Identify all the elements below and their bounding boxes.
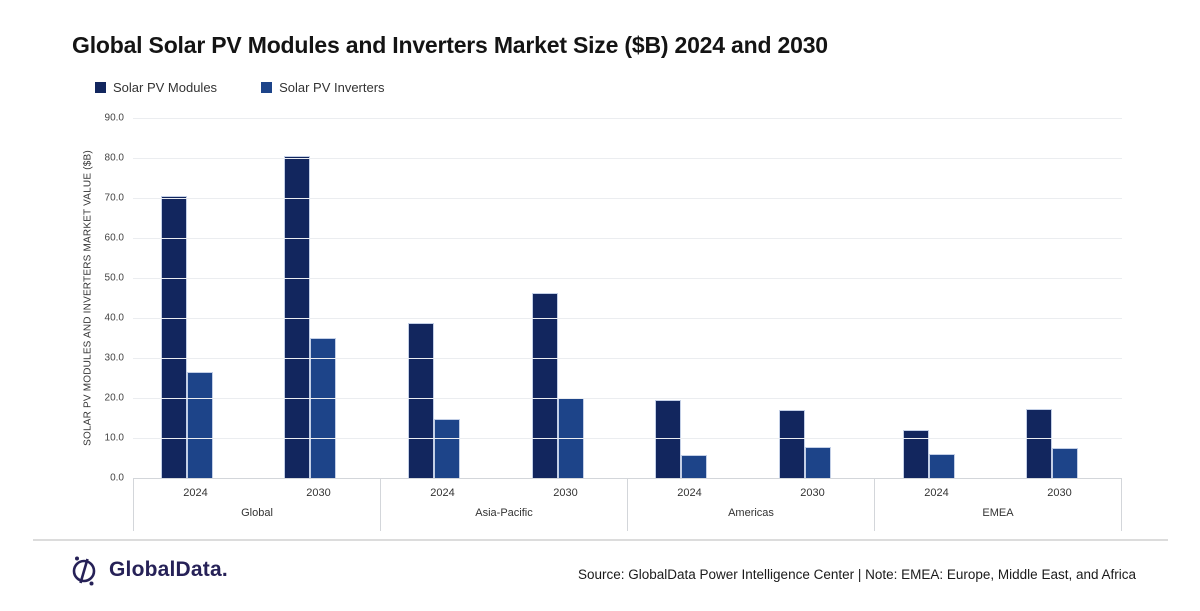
slot-americas-2030 xyxy=(751,118,875,478)
bar-solar-pv-modules-emea-2024 xyxy=(902,429,929,478)
y-tick-30: 30.0 xyxy=(104,352,124,364)
y-axis-title: SOLAR PV MODULES AND INVERTERS MARKET VA… xyxy=(82,150,94,446)
globaldata-logo-icon xyxy=(72,556,96,586)
bar-pair-global-2030 xyxy=(284,155,337,478)
group-americas xyxy=(628,118,875,478)
globaldata-logo: GlobalData. xyxy=(68,554,228,586)
legend-label-inverters: Solar PV Inverters xyxy=(279,80,385,95)
gridline-50 xyxy=(133,278,1122,279)
bar-solar-pv-modules-americas-2030 xyxy=(778,409,805,478)
slot-emea-2030 xyxy=(998,118,1122,478)
x-label-emea-2030: 2030 xyxy=(1047,487,1072,499)
y-tick-60: 60.0 xyxy=(104,232,124,244)
legend-swatch-modules xyxy=(95,82,106,93)
group-label-americas: Americas xyxy=(728,507,774,520)
bar-solar-pv-modules-emea-2030 xyxy=(1026,409,1053,478)
slot-emea-2024 xyxy=(875,118,999,478)
bar-solar-pv-inverters-americas-2024 xyxy=(681,455,708,478)
bar-solar-pv-modules-asia-pacific-2030 xyxy=(531,293,558,478)
footer-divider xyxy=(33,539,1168,541)
source-note: Source: GlobalData Power Intelligence Ce… xyxy=(577,567,1136,582)
slot-global-2030 xyxy=(257,118,381,478)
group-label-asia-pacific: Asia-Pacific xyxy=(475,507,533,520)
bar-solar-pv-inverters-global-2030 xyxy=(310,338,337,478)
y-tick-40: 40.0 xyxy=(104,312,124,324)
year-row-asia-pacific: 2024 2030 xyxy=(381,479,627,503)
y-tick-80: 80.0 xyxy=(104,152,124,164)
bar-solar-pv-inverters-americas-2030 xyxy=(804,447,831,478)
year-row-global: 2024 2030 xyxy=(134,479,380,503)
legend-label-modules: Solar PV Modules xyxy=(113,80,218,95)
group-asia-pacific xyxy=(380,118,627,478)
x-label-americas-2024: 2024 xyxy=(677,487,702,499)
bar-solar-pv-inverters-emea-2024 xyxy=(928,454,955,478)
y-tick-20: 20.0 xyxy=(104,392,124,404)
gridline-60 xyxy=(133,238,1122,239)
group-global xyxy=(133,118,380,478)
bar-pair-americas-2030 xyxy=(778,409,831,478)
year-row-americas: 2024 2030 xyxy=(628,479,874,503)
bar-pair-global-2024 xyxy=(160,196,213,478)
y-tick-50: 50.0 xyxy=(104,272,124,284)
y-tick-90: 90.0 xyxy=(104,112,124,124)
gridline-10 xyxy=(133,438,1122,439)
slot-americas-2024 xyxy=(628,118,752,478)
slot-asia-pacific-2024 xyxy=(380,118,504,478)
bar-solar-pv-modules-global-2024 xyxy=(160,196,187,478)
gridline-70 xyxy=(133,198,1122,199)
legend-item-modules: Solar PV Modules xyxy=(95,80,217,95)
x-group-global: 2024 2030 Global xyxy=(133,479,380,531)
x-group-asia-pacific: 2024 2030 Asia-Pacific xyxy=(380,479,627,531)
slot-asia-pacific-2030 xyxy=(504,118,628,478)
year-row-emea: 2024 2030 xyxy=(875,479,1121,503)
bar-groups xyxy=(133,118,1122,478)
bar-solar-pv-inverters-asia-pacific-2024 xyxy=(434,419,461,478)
gridline-30 xyxy=(133,358,1122,359)
gridline-20 xyxy=(133,398,1122,399)
y-tick-70: 70.0 xyxy=(104,192,124,204)
y-tick-10: 10.0 xyxy=(104,432,124,444)
globaldata-logo-text: GlobalData. xyxy=(109,558,228,581)
y-tick-0: 0.0 xyxy=(110,472,124,484)
group-emea xyxy=(875,118,1122,478)
bar-solar-pv-inverters-emea-2030 xyxy=(1052,447,1079,478)
x-label-global-2030: 2030 xyxy=(306,487,331,499)
bar-solar-pv-modules-global-2030 xyxy=(284,155,311,478)
plot-area: 0.0 10.0 20.0 30.0 40.0 50.0 60.0 70.0 80.0 90.0 xyxy=(105,113,1122,484)
x-label-asia-pacific-2030: 2030 xyxy=(553,487,578,499)
x-group-americas: 2024 2030 Americas xyxy=(627,479,874,531)
gridline-40 xyxy=(133,318,1122,319)
x-label-asia-pacific-2024: 2024 xyxy=(430,487,455,499)
group-label-global: Global xyxy=(241,507,273,520)
bar-solar-pv-modules-asia-pacific-2024 xyxy=(408,323,435,478)
legend-item-inverters: Solar PV Inverters xyxy=(261,80,385,95)
bar-pair-emea-2030 xyxy=(1026,409,1079,478)
x-label-americas-2030: 2030 xyxy=(800,487,825,499)
bar-solar-pv-inverters-global-2024 xyxy=(186,372,213,478)
x-label-global-2024: 2024 xyxy=(183,487,208,499)
legend-swatch-inverters xyxy=(261,82,273,93)
gridline-90 xyxy=(133,118,1122,119)
bar-pair-asia-pacific-2024 xyxy=(408,323,461,478)
group-label-emea: EMEA xyxy=(982,507,1014,520)
bar-pair-asia-pacific-2030 xyxy=(531,293,584,478)
chart-title: Global Solar PV Modules and Inverters Ma… xyxy=(72,32,828,59)
x-axis-labels: 2024 2030 Global 2024 2030 Asia-Pacific 2024 20… xyxy=(133,478,1122,531)
x-group-emea: 2024 2030 EMEA xyxy=(874,479,1121,531)
gridline-80 xyxy=(133,158,1122,159)
slot-global-2024 xyxy=(133,118,257,478)
x-label-emea-2024: 2024 xyxy=(924,487,949,499)
bar-pair-emea-2024 xyxy=(902,429,955,478)
legend: Solar PV Modules Solar PV Inverters xyxy=(95,80,385,95)
